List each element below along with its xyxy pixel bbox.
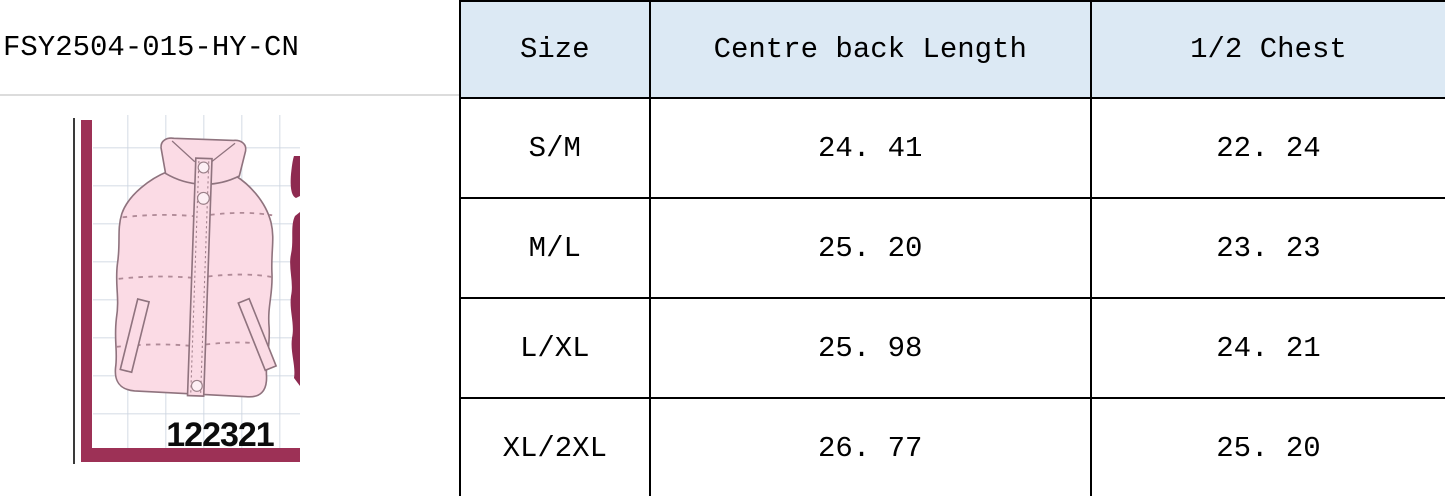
size-cell: XL/2XL bbox=[459, 397, 651, 496]
photo-frame-bottom-bar bbox=[81, 448, 300, 462]
centre-back-length-cell: 26. 77 bbox=[648, 397, 1092, 496]
half-chest-cell: 24. 21 bbox=[1089, 297, 1445, 399]
size-cell: S/M bbox=[459, 97, 651, 199]
table-row: L/XL 25. 98 24. 21 bbox=[459, 297, 1445, 399]
product-panel: FSY2504-015-HY-CN bbox=[0, 0, 459, 496]
vest-illustration bbox=[114, 137, 278, 398]
photo-edge-line bbox=[73, 118, 75, 464]
column-header-size: Size bbox=[459, 0, 651, 99]
half-chest-cell: 25. 20 bbox=[1089, 397, 1445, 496]
product-code-cell: FSY2504-015-HY-CN bbox=[0, 0, 459, 96]
partial-maroon-garment bbox=[290, 156, 300, 386]
centre-back-length-cell: 25. 20 bbox=[648, 197, 1092, 299]
half-chest-cell: 22. 24 bbox=[1089, 97, 1445, 199]
half-chest-cell: 23. 23 bbox=[1089, 197, 1445, 299]
size-cell: M/L bbox=[459, 197, 651, 299]
size-cell: L/XL bbox=[459, 297, 651, 399]
size-chart-table: Size Centre back Length 1/2 Chest S/M 24… bbox=[459, 0, 1445, 496]
product-number: 122321 bbox=[166, 416, 274, 454]
column-header-half-chest: 1/2 Chest bbox=[1089, 0, 1445, 99]
column-header-centre-back-length: Centre back Length bbox=[648, 0, 1092, 99]
product-photo: 122321 bbox=[60, 110, 300, 468]
table-row: S/M 24. 41 22. 24 bbox=[459, 97, 1445, 199]
centre-back-length-cell: 25. 98 bbox=[648, 297, 1092, 399]
table-row: M/L 25. 20 23. 23 bbox=[459, 197, 1445, 299]
photo-frame-vertical-bar bbox=[81, 120, 92, 462]
product-code: FSY2504-015-HY-CN bbox=[3, 30, 299, 64]
size-chart-header-row: Size Centre back Length 1/2 Chest bbox=[459, 0, 1445, 99]
centre-back-length-cell: 24. 41 bbox=[648, 97, 1092, 199]
table-row: XL/2XL 26. 77 25. 20 bbox=[459, 397, 1445, 496]
